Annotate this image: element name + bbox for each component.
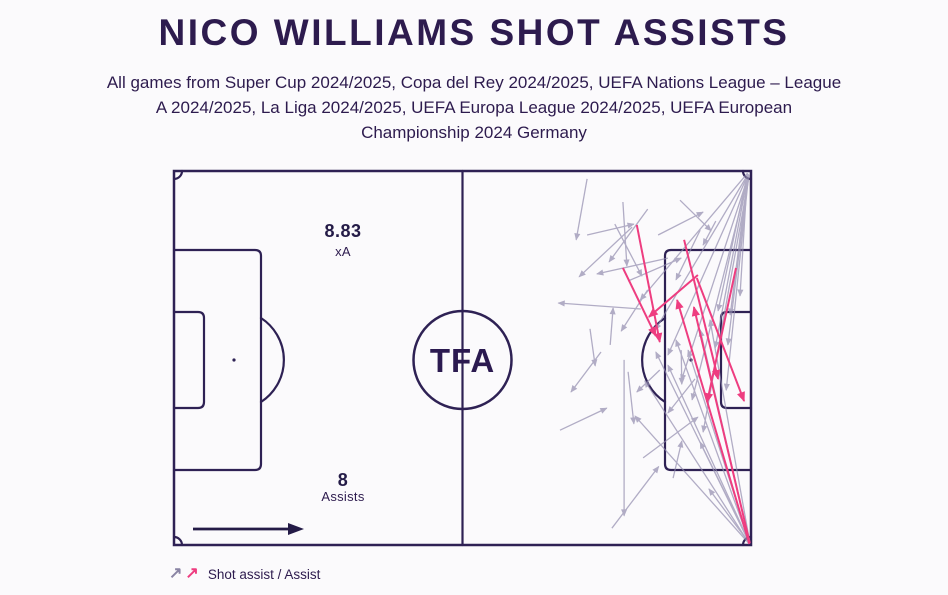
shot-assist-arrow [680, 174, 750, 382]
subtitle: All games from Super Cup 2024/2025, Copa… [0, 70, 948, 145]
shot-assist-arrow [699, 441, 751, 544]
subtitle-line: A 2024/2025, La Liga 2024/2025, UEFA Eur… [155, 98, 793, 117]
assist-arrow [704, 267, 737, 404]
shot-assist-arrow [608, 208, 649, 263]
shot-assist-arrow [672, 440, 684, 479]
shot-assist-arrow [702, 220, 717, 246]
shot-assist-arrow [570, 351, 602, 393]
assist-arrows [621, 224, 751, 545]
shot-assist-arrow [727, 173, 749, 316]
shot-assist-arrow [713, 174, 749, 349]
assist-arrow [683, 239, 721, 380]
shot-assist-arrow [675, 339, 751, 544]
assist-arrow [648, 274, 699, 318]
right-penalty-box [663, 248, 753, 472]
shot-assist-arrow [596, 257, 669, 276]
left-penalty-arc [259, 316, 285, 404]
attack-direction-arrow [193, 523, 304, 535]
shot-assist-arrow-icon: ↗ [169, 565, 183, 582]
corner-arc-top-left [172, 169, 184, 181]
shot-assist-arrow [627, 257, 682, 282]
shot-assist-arrow [716, 173, 749, 312]
shot-assist-arrow [644, 380, 750, 545]
xa-value: 8.83 [324, 221, 361, 241]
shot-assist-arrow [620, 289, 649, 332]
shot-assist-arrow [639, 172, 748, 301]
shot-assist-arrow [609, 307, 616, 345]
assist-arrow [691, 306, 751, 544]
arrow-layer [557, 172, 751, 545]
right-six-yard-box [719, 310, 753, 410]
left-penalty-box [172, 248, 263, 472]
legend-label: Shot assist / Assist [207, 566, 321, 582]
shot-assist-arrow [667, 378, 696, 414]
left-penalty-spot [232, 358, 236, 362]
shot-assist-arrow [634, 415, 750, 545]
shot-assist-arrow [622, 201, 630, 267]
assists-label: Assists [321, 489, 364, 504]
shot-assist-arrow [614, 223, 643, 277]
shot-assist-arrow [589, 328, 598, 367]
assist-arrow-icon: ↗ [185, 565, 199, 582]
left-six-yard-box [172, 310, 206, 410]
page-title: NICO WILLIAMS SHOT ASSISTS [158, 12, 790, 53]
shot-assist-arrow [654, 173, 749, 331]
assist-arrow [635, 224, 663, 343]
assist-arrow [621, 267, 657, 337]
shot-assist-arrow [679, 199, 712, 232]
shot-assist-arrow [723, 174, 750, 391]
center-circle [412, 309, 513, 411]
shot-assist-arrow [586, 222, 635, 236]
shot-assist-arrow [636, 369, 661, 393]
shot-assist-arrow [708, 488, 751, 545]
assist-arrow [675, 298, 751, 545]
subtitle-line: Championship 2024 Germany [361, 123, 587, 142]
corner-arc-bottom-left [172, 535, 184, 547]
shot-assist-arrow [578, 226, 633, 278]
shot-assist-arrow [678, 350, 685, 385]
tfa-logo-text: TFA [430, 342, 495, 379]
assists-value: 8 [338, 470, 349, 490]
shot-assist-arrow [559, 407, 608, 431]
assist-arrow [695, 277, 746, 403]
xa-label: xA [335, 244, 351, 259]
shot-assist-arrow [627, 371, 637, 425]
shot-assist-arrows [557, 172, 751, 545]
shot-assist-arrow [557, 300, 641, 310]
shot-assist-arrow [611, 465, 660, 529]
legend: ↗ ↗ Shot assist / Assist [169, 566, 320, 582]
shot-assist-arrow [667, 174, 749, 356]
shot-assist-arrow [574, 178, 588, 241]
stat-overlays: 8.83 xA 8 Assists TFA [321, 221, 495, 504]
subtitle-line: All games from Super Cup 2024/2025, Copa… [106, 73, 842, 92]
shot-assist-arrow [642, 416, 699, 459]
